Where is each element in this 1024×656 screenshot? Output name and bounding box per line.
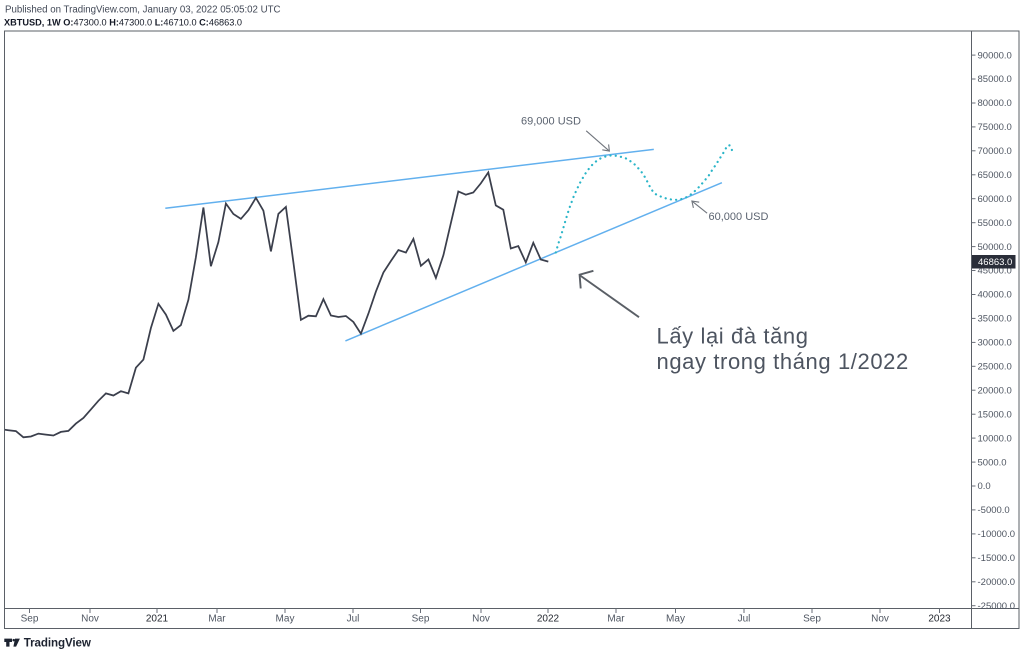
svg-text:-10000.0: -10000.0	[978, 529, 1016, 540]
svg-text:70000.0: 70000.0	[978, 146, 1012, 157]
svg-text:Sep: Sep	[412, 614, 430, 625]
svg-text:Nov: Nov	[472, 614, 490, 625]
svg-text:-15000.0: -15000.0	[978, 553, 1016, 564]
svg-text:90000.0: 90000.0	[978, 50, 1012, 61]
svg-text:Mar: Mar	[208, 614, 226, 625]
svg-text:2022: 2022	[537, 614, 560, 625]
svg-text:65000.0: 65000.0	[978, 170, 1012, 181]
svg-text:Nov: Nov	[871, 614, 889, 625]
svg-text:Mar: Mar	[607, 614, 625, 625]
svg-text:Sep: Sep	[21, 614, 39, 625]
svg-text:-20000.0: -20000.0	[978, 577, 1016, 588]
svg-text:5000.0: 5000.0	[978, 457, 1007, 468]
svg-text:2021: 2021	[146, 614, 169, 625]
svg-text:20000.0: 20000.0	[978, 385, 1012, 396]
svg-text:30000.0: 30000.0	[978, 338, 1012, 349]
svg-text:80000.0: 80000.0	[978, 98, 1012, 109]
svg-text:Published on TradingView.com,: Published on TradingView.com, January 03…	[5, 5, 281, 16]
svg-text:-25000.0: -25000.0	[978, 601, 1016, 612]
svg-text:55000.0: 55000.0	[978, 218, 1012, 229]
svg-text:60000.0: 60000.0	[978, 194, 1012, 205]
svg-text:Nov: Nov	[81, 614, 99, 625]
svg-text:75000.0: 75000.0	[978, 122, 1012, 133]
svg-text:46863.0: 46863.0	[978, 257, 1012, 268]
svg-text:Jul: Jul	[738, 614, 751, 625]
svg-text:45000.0: 45000.0	[978, 266, 1012, 277]
svg-text:15000.0: 15000.0	[978, 409, 1012, 420]
svg-text:May: May	[666, 614, 685, 625]
svg-text:Sep: Sep	[803, 614, 821, 625]
svg-text:60,000 USD: 60,000 USD	[709, 211, 769, 223]
svg-text:69,000 USD: 69,000 USD	[521, 116, 581, 128]
svg-text:TradingView: TradingView	[24, 637, 92, 650]
svg-text:XBTUSD, 1W O:47300.0 H:47300.: XBTUSD, 1W O:47300.0 H:47300.0 L:46710.0…	[4, 18, 242, 28]
svg-text:0.0: 0.0	[978, 481, 991, 492]
svg-text:May: May	[276, 614, 295, 625]
svg-text:ngay trong tháng 1/2022: ngay trong tháng 1/2022	[657, 349, 909, 374]
svg-text:85000.0: 85000.0	[978, 74, 1012, 85]
svg-text:25000.0: 25000.0	[978, 362, 1012, 373]
svg-text:Lấy lại đà tăng: Lấy lại đà tăng	[657, 324, 809, 349]
svg-text:40000.0: 40000.0	[978, 290, 1012, 301]
svg-text:35000.0: 35000.0	[978, 314, 1012, 325]
svg-text:-5000.0: -5000.0	[978, 505, 1010, 516]
svg-text:50000.0: 50000.0	[978, 242, 1012, 253]
svg-text:Jul: Jul	[347, 614, 360, 625]
svg-text:10000.0: 10000.0	[978, 433, 1012, 444]
svg-text:2023: 2023	[928, 614, 951, 625]
